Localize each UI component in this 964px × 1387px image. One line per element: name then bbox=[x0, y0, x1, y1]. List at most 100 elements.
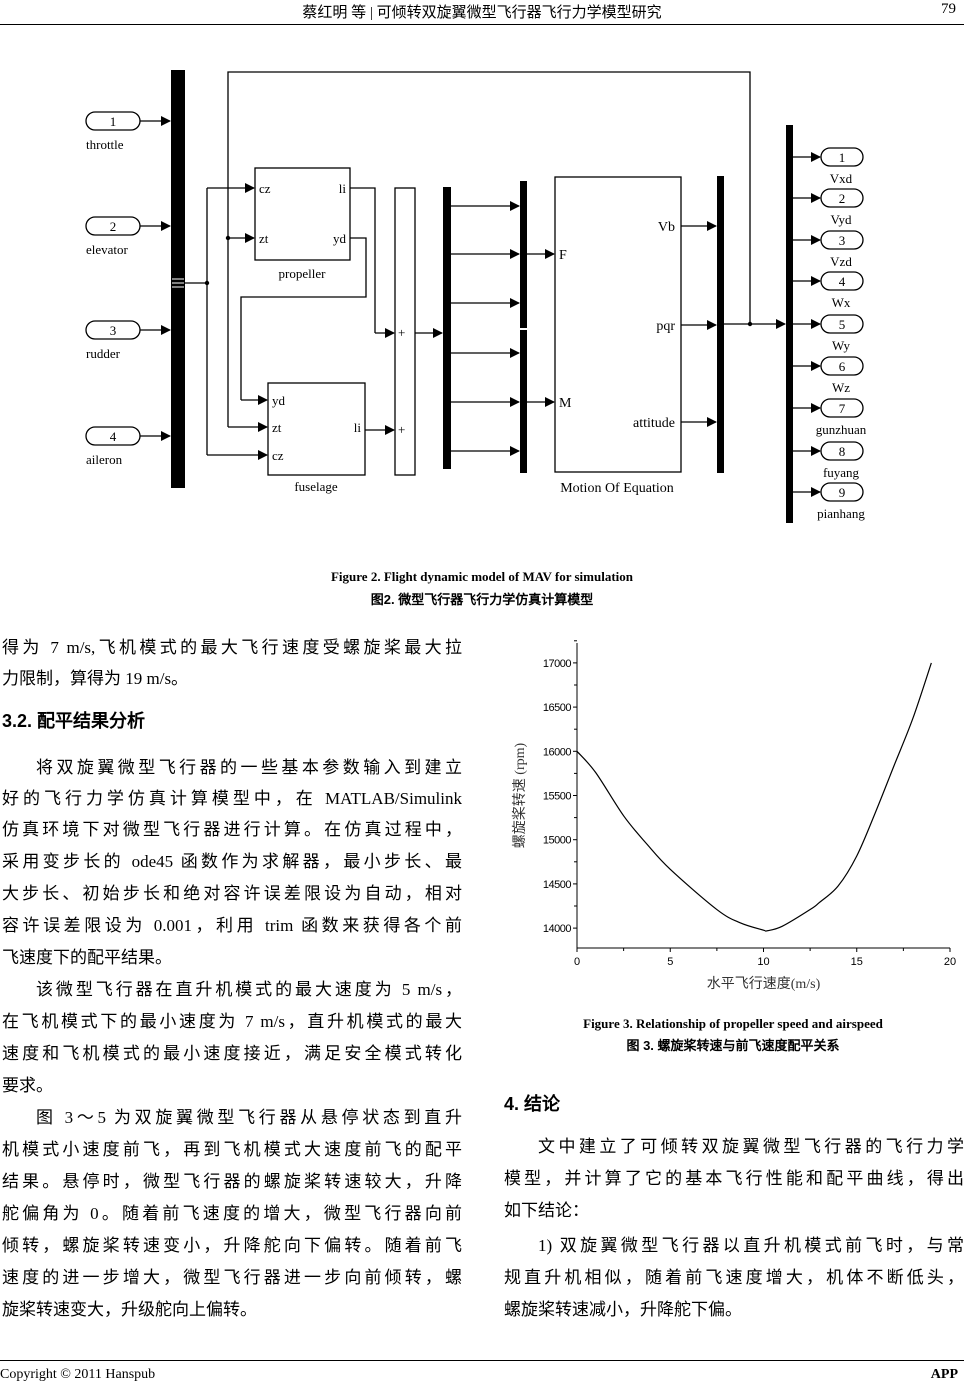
y-tick-label: 16500 bbox=[543, 702, 571, 714]
y-tick-label: 14000 bbox=[543, 923, 571, 935]
block-name: propeller bbox=[279, 266, 327, 281]
text-line: 倾转，螺旋桨转速变小，升降舵向下偏转。随着前飞 bbox=[2, 1236, 462, 1255]
figure3-caption-en: Figure 3. Relationship of propeller spee… bbox=[583, 1016, 883, 1031]
inport-throttle[interactable]: 1 throttle bbox=[85, 111, 141, 152]
outport-gunzhuan[interactable]: 7 gunzhuan bbox=[816, 398, 867, 437]
mux-moment-bus[interactable] bbox=[520, 330, 527, 473]
outport-label: Wy bbox=[832, 338, 850, 353]
port-label: Vb bbox=[658, 220, 675, 235]
page-header: 蔡红明 等 | 可倾转双旋翼微型飞行器飞行力学模型研究 79 bbox=[0, 0, 964, 25]
page-number: 79 bbox=[941, 1, 956, 17]
text-line: 舵偏角为 0。随着前飞速度的增大，微型飞行器向前 bbox=[2, 1204, 462, 1223]
outport-label: fuyang bbox=[823, 465, 860, 480]
x-axis-label: 水平飞行速度(m/s) bbox=[707, 976, 821, 992]
outport-label: Vyd bbox=[831, 212, 852, 227]
demux-bus[interactable] bbox=[443, 187, 451, 469]
block-name: fuselage bbox=[294, 479, 338, 494]
outport-number: 8 bbox=[839, 444, 846, 459]
port-label: li bbox=[339, 181, 347, 196]
text-line: 规直升机相似，随着前飞速度增大，机体不断低头， bbox=[504, 1268, 964, 1287]
running-title: 蔡红明 等 | 可倾转双旋翼微型飞行器飞行力学模型研究 bbox=[302, 5, 662, 21]
block-name: Motion Of Equation bbox=[560, 481, 674, 496]
text-line: 速度和飞机模式的最小速度接近，满足安全模式转化 bbox=[2, 1044, 462, 1063]
text-line: 文中建立了可倾转双旋翼微型飞行器的飞行力学 bbox=[538, 1137, 964, 1156]
figure3-chart: 0 5 10 15 20 14000 14500 15000 15500 16000 16500 17… bbox=[511, 640, 956, 992]
outport-number: 7 bbox=[839, 401, 846, 416]
port-label: cz bbox=[259, 181, 271, 196]
outport-fuyang[interactable]: 8 fuyang bbox=[820, 441, 864, 480]
outport-label: Wz bbox=[832, 380, 850, 395]
y-tick-label: 14500 bbox=[543, 879, 571, 891]
inport-label: rudder bbox=[86, 346, 121, 361]
inport-number: 1 bbox=[110, 114, 117, 129]
outport-number: 1 bbox=[839, 150, 846, 165]
text-line: 力限制，算得为 19 m/s。 bbox=[2, 669, 189, 688]
text-line: 好的飞行力学仿真计算模型中，在 MATLAB/Simulink bbox=[2, 789, 462, 808]
inport-number: 2 bbox=[110, 219, 117, 234]
outport-number: 3 bbox=[839, 233, 846, 248]
figure2-caption-cn: 图2. 微型飞行器飞行力学仿真计算模型 bbox=[370, 592, 594, 607]
sum-sign: + bbox=[398, 422, 405, 437]
mux-force-bus[interactable] bbox=[520, 181, 527, 328]
port-label: cz bbox=[272, 448, 284, 463]
port-label: zt bbox=[272, 420, 282, 435]
propeller-block[interactable] bbox=[254, 167, 351, 261]
page-footer: Copyright © 2011 Hanspub APP bbox=[0, 1360, 964, 1387]
port-label: yd bbox=[272, 393, 286, 408]
text-line: 该微型飞行器在直升机模式的最大速度为 5 m/s， bbox=[36, 980, 462, 999]
port-label: li bbox=[354, 420, 362, 435]
outport-label: gunzhuan bbox=[816, 422, 867, 437]
demux-output-bus[interactable] bbox=[786, 125, 793, 523]
x-tick-label: 20 bbox=[944, 956, 956, 968]
outport-Wz[interactable]: 6 Wz bbox=[820, 356, 864, 395]
outport-pianhang[interactable]: 9 pianhang bbox=[817, 482, 865, 521]
inport-label: elevator bbox=[86, 242, 129, 257]
inport-rudder[interactable]: 3 rudder bbox=[85, 320, 141, 361]
y-axis-label: 螺旋桨转速 (rpm) bbox=[511, 742, 528, 848]
text-line: 图 3～5 为双旋翼微型飞行器从悬停状态到直升 bbox=[36, 1108, 462, 1127]
text-line: 螺旋桨转速减小，升降舵下偏。 bbox=[504, 1300, 742, 1319]
x-tick-label: 10 bbox=[757, 956, 769, 968]
outport-Vyd[interactable]: 2 Vyd bbox=[820, 188, 864, 227]
inport-label: aileron bbox=[86, 452, 123, 467]
figure3-caption-cn: 图 3. 螺旋桨转速与前飞速度配平关系 bbox=[626, 1038, 840, 1053]
sum-sign: + bbox=[398, 325, 405, 340]
text-line: 仿真环境下对微型飞行器进行计算。在仿真过程中， bbox=[2, 820, 462, 839]
text-line: 要求。 bbox=[2, 1076, 53, 1095]
outport-Wy[interactable]: 5 Wy bbox=[820, 314, 864, 353]
copyright: Copyright © 2011 Hanspub bbox=[0, 1367, 156, 1382]
text-line: 机模式小速度前飞，再到飞机模式大速度前飞的配平 bbox=[2, 1140, 462, 1159]
inport-elevator[interactable]: 2 elevator bbox=[85, 216, 141, 257]
outport-Vzd[interactable]: 3 Vzd bbox=[820, 230, 864, 269]
outport-number: 2 bbox=[839, 191, 846, 206]
outport-Wx[interactable]: 4 Wx bbox=[820, 271, 864, 310]
y-tick-label: 16000 bbox=[543, 746, 571, 758]
port-label: M bbox=[559, 396, 572, 411]
outport-number: 9 bbox=[839, 485, 846, 500]
text-line: 飞速度下的配平结果。 bbox=[2, 948, 172, 967]
inport-label: throttle bbox=[86, 137, 124, 152]
motion-of-equation-block[interactable] bbox=[554, 176, 682, 473]
port-label: pqr bbox=[656, 319, 675, 334]
text-line: 采用变步长的 ode45 函数作为求解器，最小步长、最 bbox=[2, 852, 462, 871]
inport-number: 3 bbox=[110, 323, 117, 338]
port-label: zt bbox=[259, 231, 269, 246]
y-tick-label: 15500 bbox=[543, 791, 571, 803]
inport-number: 4 bbox=[110, 429, 117, 444]
port-label: attitude bbox=[633, 416, 675, 431]
inport-aileron[interactable]: 4 aileron bbox=[85, 426, 141, 467]
outport-label: Vzd bbox=[830, 254, 852, 269]
mux-state-bus[interactable] bbox=[717, 176, 724, 473]
section-heading: 4. 结论 bbox=[504, 1094, 561, 1114]
sum-block[interactable] bbox=[394, 187, 416, 476]
text-line: 结果。悬停时，微型飞行器的螺旋桨转速较大，升降 bbox=[2, 1172, 462, 1191]
simulink-diagram: 1 throttle 2 elevator 3 rudder 4 aileron 1 Vxd 2 V… bbox=[85, 70, 867, 523]
fuselage-block[interactable] bbox=[267, 382, 366, 476]
journal-abbrev: APP bbox=[930, 1367, 958, 1382]
outport-label: Vxd bbox=[830, 171, 853, 186]
y-tick-label: 15000 bbox=[543, 835, 571, 847]
outport-Vxd[interactable]: 1 Vxd bbox=[820, 147, 864, 186]
text-line: 如下结论： bbox=[504, 1201, 589, 1220]
x-tick-label: 5 bbox=[667, 956, 673, 968]
port-label: F bbox=[559, 248, 567, 263]
